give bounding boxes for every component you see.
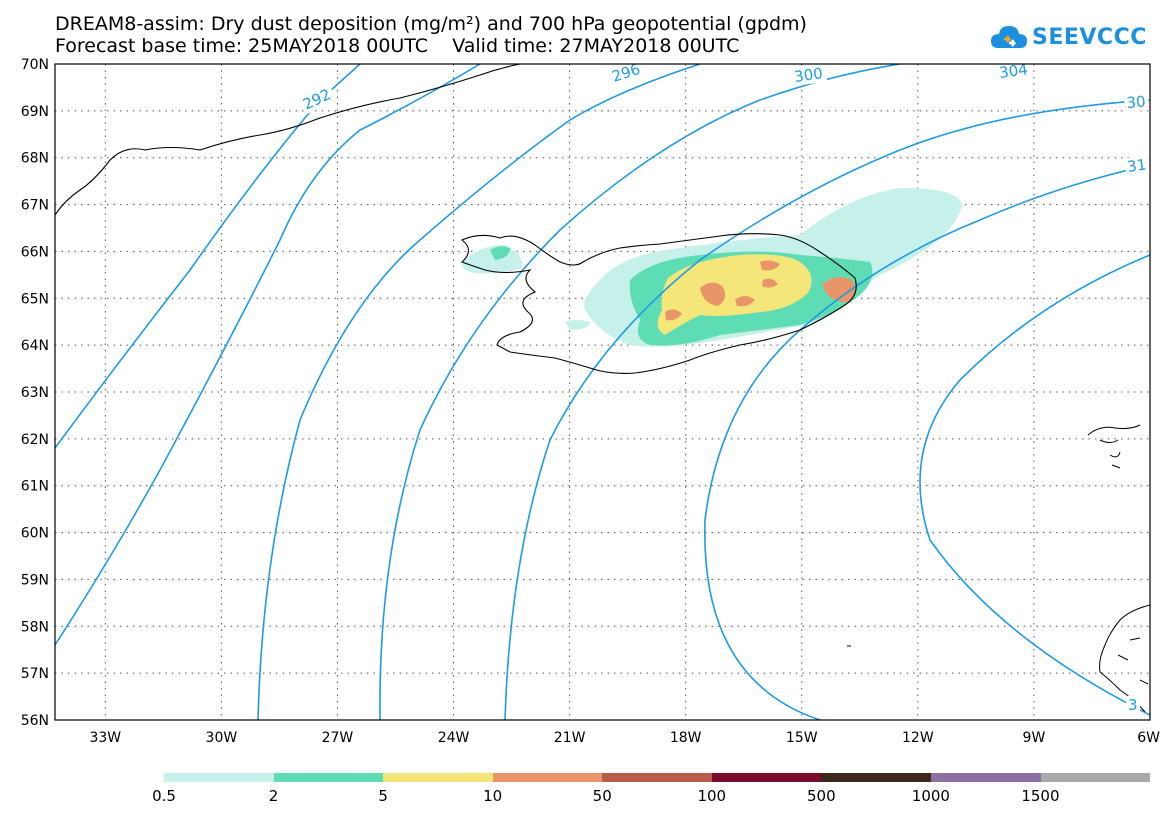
seevccc-logo: SEEVCCC <box>990 17 1147 57</box>
map-title-line1: DREAM8-assim: Dry dust deposition (mg/m²… <box>55 13 807 35</box>
graticule <box>55 64 1150 720</box>
lon-label: 6W <box>1137 730 1160 746</box>
colorbar-segment <box>273 773 384 782</box>
colorbar-segment <box>383 773 493 782</box>
dust-level-10-b <box>760 260 780 271</box>
colorbar-segment <box>492 773 603 782</box>
lat-label: 65N <box>21 291 49 307</box>
contour-label: 300 <box>793 64 824 86</box>
dust-level-10-east <box>822 276 856 303</box>
contour-288b <box>55 64 481 646</box>
lon-label: 9W <box>1023 730 1046 746</box>
contour-label: 304 <box>998 60 1029 82</box>
lon-label: 30W <box>206 730 238 746</box>
lat-label: 58N <box>21 619 49 635</box>
colorbar-segment <box>711 773 822 782</box>
contour-label-bg <box>791 63 828 87</box>
lat-label: 57N <box>21 666 49 682</box>
colorbar-label: 2 <box>268 787 279 805</box>
colorbar <box>164 773 1151 782</box>
contour-292 <box>257 64 701 720</box>
contour-label: 3 <box>1128 696 1138 714</box>
colorbar-label: 0.5 <box>152 787 176 805</box>
cloud-icon <box>991 26 1027 48</box>
longitude-labels: 33W 30W 27W 24W 21W 18W 15W 12W 9W 6W <box>89 730 1160 746</box>
lat-label: 70N <box>21 57 49 73</box>
contour-label-bg <box>607 58 646 87</box>
contour-label: 31 <box>1126 155 1147 175</box>
contour-label-bg <box>1123 92 1150 113</box>
iceland-coastline <box>460 233 857 374</box>
colorbar-label: 10 <box>483 787 503 805</box>
greenland-coastline <box>55 64 521 216</box>
colorbar-label: 5 <box>378 787 388 805</box>
map-frame <box>54 63 1151 721</box>
lon-label: 15W <box>786 730 818 746</box>
lat-label: 59N <box>21 572 49 588</box>
dust-level-10-d <box>762 278 778 288</box>
lon-label: 27W <box>322 730 354 746</box>
latitude-labels: 70N 69N 68N 67N 66N 65N 64N 63N 62N 61N 60N 59N 58N 5… <box>21 57 49 729</box>
colorbar-label: 500 <box>807 787 836 805</box>
lat-label: 67N <box>21 198 49 214</box>
lon-label: 21W <box>554 730 586 746</box>
contour-296 <box>379 64 901 720</box>
lon-label: 12W <box>902 730 934 746</box>
lon-label: 33W <box>89 730 121 746</box>
colorbar-label: 100 <box>697 787 727 805</box>
logo-text: SEEVCCC <box>1032 24 1147 50</box>
dust-level-10-e <box>665 309 682 321</box>
contour-label-bg <box>1124 155 1151 177</box>
lat-label: 66N <box>21 244 49 260</box>
contour-304 <box>704 164 1150 720</box>
lat-label: 64N <box>21 338 49 354</box>
lat-label: 60N <box>21 526 49 542</box>
colorbar-segment <box>930 773 1041 782</box>
geopotential-contours <box>55 64 1150 720</box>
contour-label: 30 <box>1126 92 1147 112</box>
lat-label: 61N <box>21 479 49 495</box>
colorbar-label: 1000 <box>911 787 950 805</box>
lat-label: 68N <box>21 151 49 167</box>
contour-288 <box>55 64 361 449</box>
colorbar-labels: 0.5 2 5 10 50 100 500 1000 1500 <box>0 787 1175 807</box>
lat-label: 63N <box>21 385 49 401</box>
dust-level-5 <box>657 254 812 335</box>
contour-308 <box>919 254 1150 716</box>
colorbar-segment <box>1040 773 1151 782</box>
dust-level-0-5-patch <box>565 320 590 330</box>
map-title-line2: Forecast base time: 25MAY2018 00UTC Vali… <box>55 35 740 57</box>
dust-deposition-field <box>461 188 962 347</box>
contour-label-bg <box>996 59 1033 83</box>
scotland-coastline <box>1099 604 1150 713</box>
contour-label-bg <box>298 83 337 115</box>
colorbar-segment <box>821 773 931 782</box>
lat-label: 56N <box>21 713 49 729</box>
dust-level-2-west <box>490 246 510 260</box>
contour-label-bg <box>1126 696 1140 714</box>
colorbar-segment <box>164 773 274 782</box>
dust-level-10-c <box>735 296 755 307</box>
colorbar-segment <box>602 773 712 782</box>
lon-label: 24W <box>438 730 470 746</box>
colorbar-label: 50 <box>592 787 612 805</box>
lat-label: 69N <box>21 104 49 120</box>
contour-300 <box>504 99 1150 720</box>
colorbar-label: 1500 <box>1021 787 1060 805</box>
faroe-islands <box>1087 424 1141 469</box>
dust-level-10-a <box>700 282 726 306</box>
lat-label: 62N <box>21 432 49 448</box>
lon-label: 18W <box>670 730 702 746</box>
